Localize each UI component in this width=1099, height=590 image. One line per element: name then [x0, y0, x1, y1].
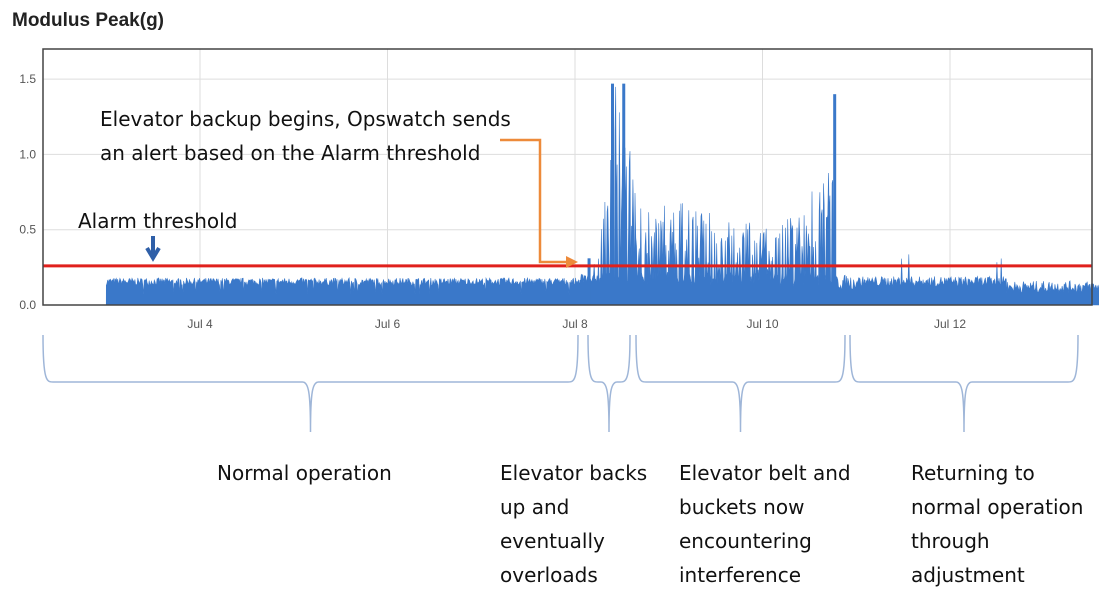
- phase-brace: [42, 334, 579, 433]
- series-area: [105, 83, 1099, 306]
- alert-annotation-line: an alert based on the Alarm threshold: [100, 141, 480, 165]
- x-tick-label: Jul 10: [746, 317, 778, 331]
- alert-arrowhead-icon: [566, 256, 578, 268]
- y-tick-label: 0.5: [19, 223, 36, 237]
- phase-caption-line: Normal operation: [217, 461, 392, 485]
- y-tick-label: 1.0: [19, 147, 36, 161]
- phase-caption-line: up and: [500, 495, 569, 519]
- phase-caption-line: Elevator backs: [500, 461, 647, 485]
- phase-braces: Normal operation Elevator backs up and even…: [42, 334, 1083, 587]
- x-tick-label: Jul 12: [934, 317, 966, 331]
- peak-spike: [833, 94, 837, 305]
- phase-caption-line: buckets now: [679, 495, 804, 519]
- phase-caption-line: normal operation: [911, 495, 1083, 519]
- phase-brace: [849, 334, 1079, 433]
- peak-spike: [622, 83, 626, 306]
- phase-caption-line: through: [911, 529, 990, 553]
- peak-spike: [587, 258, 591, 305]
- alert-arrow-icon: [500, 138, 574, 264]
- phase-caption-line: adjustment: [911, 563, 1025, 587]
- x-tick-label: Jul 8: [562, 317, 588, 331]
- series-fill-path: [105, 86, 1099, 306]
- phase-caption-line: Elevator belt and: [679, 461, 851, 485]
- y-tick-label: 1.5: [19, 72, 36, 86]
- phase-caption-line: interference: [679, 563, 801, 587]
- x-tick-label: Jul 6: [375, 317, 401, 331]
- threshold-arrow-icon: [145, 236, 161, 262]
- chart-title: Modulus Peak(g): [12, 10, 165, 31]
- peak-spike: [611, 83, 614, 306]
- phase-brace: [635, 334, 846, 433]
- phase-caption-line: eventually: [500, 529, 605, 553]
- y-tick-label: 0.0: [19, 298, 36, 312]
- phase-caption-line: encountering: [679, 529, 812, 553]
- x-tick-label: Jul 4: [187, 317, 213, 331]
- axis-ticks: 0.0 0.5 1.0 1.5 Jul 4 Jul 6 Jul 8 Jul 10 Jul 12: [19, 72, 966, 331]
- phase-caption-line: Returning to: [911, 461, 1035, 485]
- threshold-label: Alarm threshold: [78, 209, 237, 233]
- phase-caption-line: overloads: [500, 563, 598, 587]
- phase-brace: [587, 334, 631, 433]
- annotations: Alarm threshold Elevator backup begins, O…: [78, 107, 578, 268]
- alert-annotation-line: Elevator backup begins, Opswatch sends: [100, 107, 511, 131]
- plot-frame: [42, 48, 1093, 306]
